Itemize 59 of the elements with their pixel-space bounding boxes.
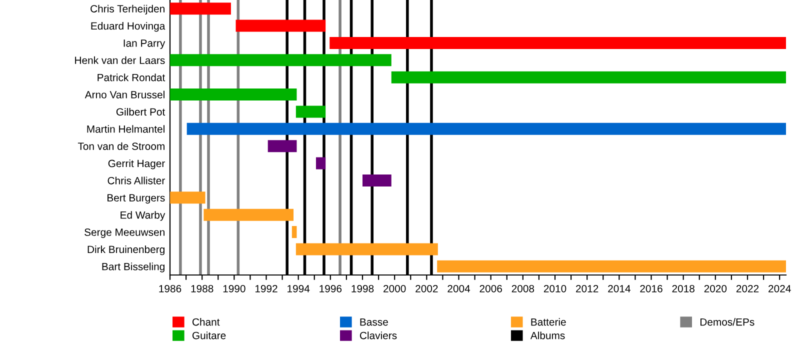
bar [170,88,297,101]
y-tick-label: Martin Helmantel [87,125,164,133]
x-tick-label: 1996 [320,284,342,292]
y-tick-label: Chris Terheijden [90,4,164,15]
y-tick-label: Eduard Hovinga [91,22,166,32]
y-tick-label: Bert Burgers [108,194,165,204]
x-tick-label: 1998 [352,284,374,292]
x-tick-label: 1990 [223,284,246,292]
bar [391,71,786,84]
y-tick-label: Henk van der Laars [75,56,165,64]
bar [186,122,786,135]
x-tick-label: 2010 [544,284,566,292]
x-tick-label: 2022 [736,284,759,292]
legend-label: Claviers [360,332,397,340]
y-tick-label: Gilbert Pot [116,108,166,116]
x-tick-label: 2002 [416,284,438,292]
bar [292,226,297,238]
x-tick-label: 1994 [288,284,310,292]
x-tick-label: 2020 [704,284,727,292]
legend-label: Demos/EPs [700,318,754,326]
x-tick-label: 2006 [480,284,502,292]
bar [330,36,786,49]
bar [296,243,438,256]
y-tick-label: Patrick Rondat [98,74,166,82]
x-tick-label: 2018 [672,284,694,292]
x-tick-label: 2014 [608,284,630,292]
y-tick-label: Chris Allister [108,176,165,184]
x-tick-label: 2000 [384,284,406,292]
legend-label: Basse [360,318,388,326]
bar [170,2,231,15]
y-tick-label: Ian Parry [124,40,166,49]
x-tick-label: 2004 [448,284,470,292]
x-tick-label: 2016 [640,284,662,292]
y-tick-label: Dirk Bruinenberg [88,245,164,256]
bar [170,192,206,204]
y-tick-label: Arno Van Brussel [84,90,164,98]
bar [437,260,786,272]
legend-label: Chant [192,318,220,326]
x-tick-label: 2008 [512,284,534,292]
y-tick-label: Bart Bisseling [102,262,164,272]
y-tick-label: Ed Warby [120,211,166,221]
y-tick-label: Gerrit Hager [108,160,165,170]
x-tick-label: 1988 [191,284,214,292]
x-tick-label: 1992 [255,284,278,292]
bar [170,54,392,66]
legend-label: Batterie [531,318,566,326]
bar [268,140,297,152]
bar [362,174,392,186]
x-tick-label: 2012 [576,284,598,292]
x-tick-label: 1986 [159,284,182,292]
bar [316,157,326,170]
y-tick-label: Ton van de Stroom [78,142,164,150]
y-tick-label: Serge Meeuwsen [84,228,164,238]
bar [236,20,326,32]
bar [204,208,294,221]
legend-label: Albums [530,332,565,340]
x-tick-label: 2024 [768,284,791,292]
legend-label: Guitare [192,332,226,340]
bar [296,106,326,118]
